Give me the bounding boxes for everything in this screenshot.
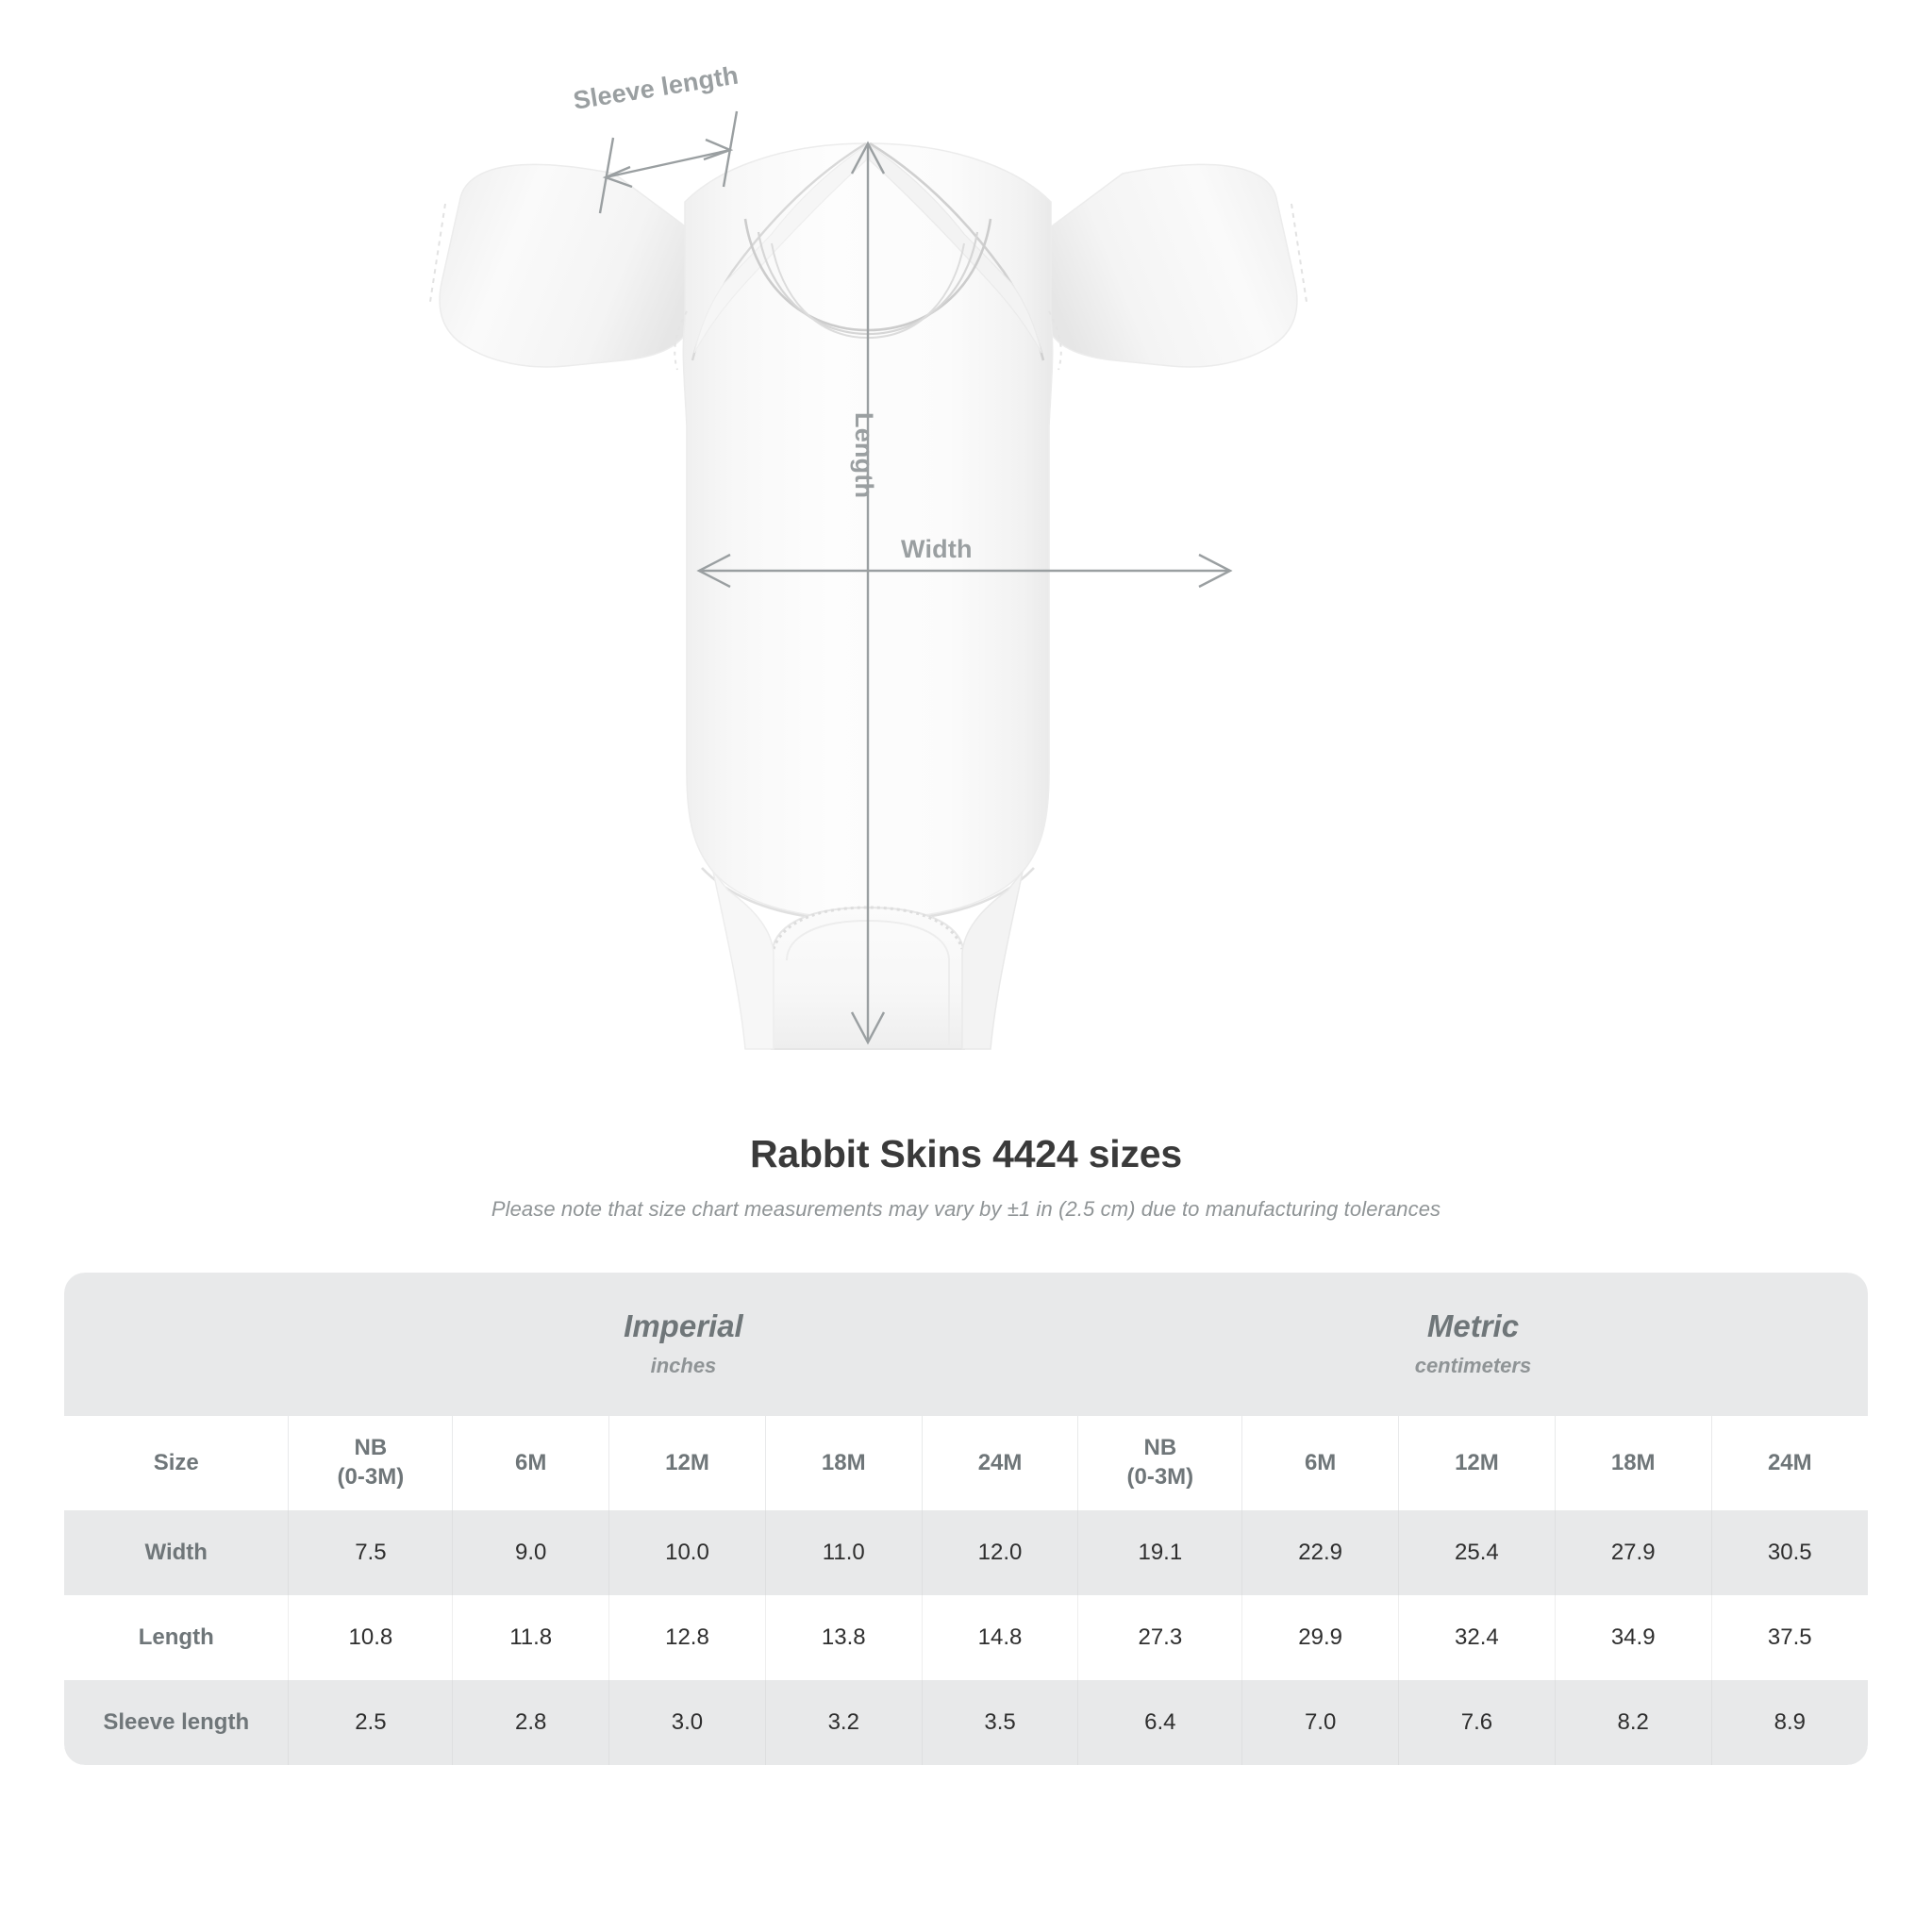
unit-group-metric: Metric centimeters — [1077, 1273, 1868, 1416]
cell-sleeve-imperial-24m: 3.5 — [922, 1680, 1079, 1765]
unit-group-row: Imperial inches Metric centimeters — [64, 1273, 1868, 1416]
table-row-length: Length 10.8 11.8 12.8 13.8 14.8 27.3 29.… — [64, 1595, 1868, 1680]
length-dimension-label: Length — [850, 412, 878, 499]
length-arrow-head-top — [850, 141, 886, 175]
column-header-metric-24m: 24M — [1711, 1416, 1868, 1510]
left-sleeve — [439, 163, 714, 368]
column-header-line1: NB — [1143, 1435, 1177, 1461]
cell-width-imperial-24m: 12.0 — [922, 1510, 1079, 1595]
table-row-width: Width 7.5 9.0 10.0 11.0 12.0 19.1 22.9 2… — [64, 1510, 1868, 1595]
bodysuit-diagram — [429, 110, 1307, 1050]
column-header-imperial-24m: 24M — [922, 1416, 1079, 1510]
tolerance-note: Please note that size chart measurements… — [491, 1197, 1441, 1221]
unit-group-metric-unit: centimeters — [1414, 1354, 1532, 1378]
unit-group-imperial-name: Imperial — [624, 1307, 743, 1343]
cell-width-imperial-nb: 7.5 — [288, 1510, 454, 1595]
corner-header-size: Size — [64, 1416, 290, 1510]
cell-length-imperial-nb: 10.8 — [288, 1595, 454, 1680]
column-header-line2: (0-3M) — [1126, 1464, 1194, 1490]
cell-sleeve-metric-nb: 6.4 — [1077, 1680, 1243, 1765]
sleeve-arrow-head-right — [703, 138, 734, 161]
left-sleeve-hem — [429, 203, 446, 303]
row-label-sleeve-length: Sleeve length — [64, 1680, 290, 1765]
column-header-line2: (0-3M) — [337, 1464, 405, 1490]
cell-sleeve-imperial-6m: 2.8 — [452, 1680, 610, 1765]
cell-sleeve-imperial-12m: 3.0 — [608, 1680, 766, 1765]
page-title: Rabbit Skins 4424 sizes — [749, 1132, 1182, 1175]
cell-width-metric-12m: 25.4 — [1398, 1510, 1556, 1595]
row-label-length: Length — [64, 1595, 290, 1680]
cell-length-metric-12m: 32.4 — [1398, 1595, 1556, 1680]
size-chart-table: Imperial inches Metric centimeters Size … — [64, 1273, 1868, 1765]
unit-group-imperial-unit: inches — [650, 1354, 717, 1378]
cell-sleeve-imperial-18m: 3.2 — [765, 1680, 923, 1765]
column-header-metric-18m: 18M — [1555, 1416, 1712, 1510]
unit-group-imperial: Imperial inches — [288, 1273, 1078, 1416]
column-header-line1: NB — [354, 1435, 388, 1461]
cell-length-metric-18m: 34.9 — [1555, 1595, 1712, 1680]
column-header-imperial-18m: 18M — [765, 1416, 923, 1510]
column-header-metric-6m: 6M — [1241, 1416, 1400, 1510]
right-sleeve-hem — [1291, 203, 1307, 303]
width-arrow-head-left — [696, 553, 731, 589]
garment-illustration: Sleeve length Length Width — [429, 61, 1307, 1050]
length-arrow-head-bottom — [850, 1011, 886, 1045]
right-sleeve — [1023, 163, 1298, 368]
left-shoulder-panel — [693, 143, 867, 354]
cell-width-imperial-18m: 11.0 — [765, 1510, 923, 1595]
row-label-width: Width — [64, 1510, 290, 1595]
column-header-imperial-6m: 6M — [452, 1416, 610, 1510]
cell-sleeve-imperial-nb: 2.5 — [288, 1680, 454, 1765]
table-row-sleeve-length: Sleeve length 2.5 2.8 3.0 3.2 3.5 6.4 7.… — [64, 1680, 1868, 1765]
column-header-row: Size NB (0-3M) 6M 12M 18M 24M NB (0-3M) … — [64, 1416, 1868, 1510]
cell-length-metric-24m: 37.5 — [1711, 1595, 1868, 1680]
cell-width-metric-nb: 19.1 — [1077, 1510, 1243, 1595]
sleeve-arrow-line — [605, 148, 731, 179]
column-header-imperial-12m: 12M — [608, 1416, 766, 1510]
right-skirt — [961, 871, 1024, 1050]
crotch-ribbing — [772, 906, 964, 950]
cell-length-metric-6m: 29.9 — [1241, 1595, 1400, 1680]
column-header-imperial-nb: NB (0-3M) — [288, 1416, 454, 1510]
cell-width-metric-24m: 30.5 — [1711, 1510, 1868, 1595]
cell-length-metric-nb: 27.3 — [1077, 1595, 1243, 1680]
sleeve-tick-left — [598, 137, 615, 214]
cell-width-imperial-12m: 10.0 — [608, 1510, 766, 1595]
sleeve-arrow-head-left — [602, 165, 633, 189]
cell-sleeve-metric-24m: 8.9 — [1711, 1680, 1868, 1765]
column-header-metric-nb: NB (0-3M) — [1077, 1416, 1243, 1510]
title-block: Rabbit Skins 4424 sizes Please note that… — [0, 1132, 1932, 1222]
cell-width-metric-6m: 22.9 — [1241, 1510, 1400, 1595]
size-chart-table-container: Imperial inches Metric centimeters Size … — [64, 1273, 1868, 1765]
cell-length-imperial-18m: 13.8 — [765, 1595, 923, 1680]
cell-width-imperial-6m: 9.0 — [452, 1510, 610, 1595]
cell-sleeve-metric-6m: 7.0 — [1241, 1680, 1400, 1765]
width-dimension-label: Width — [901, 535, 973, 563]
unit-group-metric-name: Metric — [1426, 1307, 1520, 1343]
cell-length-imperial-12m: 12.8 — [608, 1595, 766, 1680]
column-header-metric-12m: 12M — [1398, 1416, 1556, 1510]
cell-length-imperial-6m: 11.8 — [452, 1595, 610, 1680]
right-shoulder-panel — [869, 143, 1042, 354]
width-arrow-head-right — [1198, 553, 1233, 589]
cell-sleeve-metric-12m: 7.6 — [1398, 1680, 1556, 1765]
cell-sleeve-metric-18m: 8.2 — [1555, 1680, 1712, 1765]
dimension-lines — [598, 110, 1233, 1045]
cell-length-imperial-24m: 14.8 — [922, 1595, 1079, 1680]
cell-width-metric-18m: 27.9 — [1555, 1510, 1712, 1595]
unit-group-spacer — [64, 1273, 289, 1416]
left-skirt — [712, 871, 774, 1050]
